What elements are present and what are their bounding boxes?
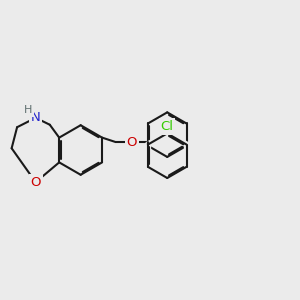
Text: O: O [127,136,137,148]
Text: Cl: Cl [161,120,174,133]
Text: O: O [30,176,41,189]
Text: N: N [31,111,40,124]
Text: H: H [24,105,32,115]
